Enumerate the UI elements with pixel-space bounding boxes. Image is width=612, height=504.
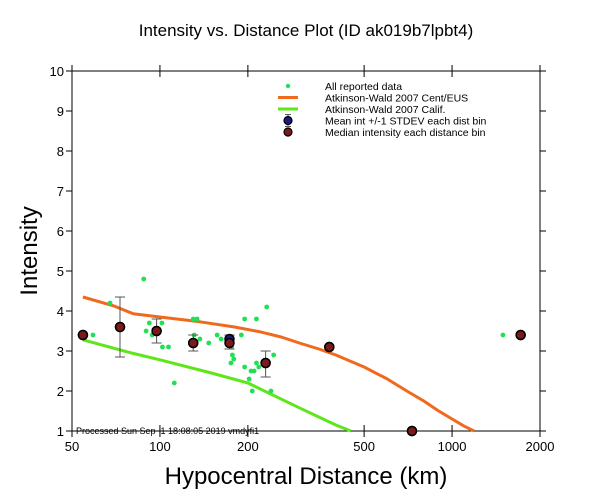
reported-point <box>194 316 200 322</box>
legend-label: Mean int +/-1 STDEV each dist bin <box>325 116 487 128</box>
y-tick-label: 9 <box>57 104 64 119</box>
median-marker <box>515 329 526 341</box>
y-axis-label: Intensity <box>16 206 43 295</box>
median-marker <box>151 325 162 337</box>
y-tick-label: 3 <box>57 344 64 359</box>
median-marker <box>260 357 271 369</box>
y-tick-label: 10 <box>50 64 64 79</box>
reported-point <box>143 328 149 334</box>
reported-point <box>141 276 147 282</box>
reported-point <box>246 376 252 382</box>
reported-point <box>500 332 506 338</box>
processed-annotation: Processed Sun Sep 1 18:08:05 2019 vmdyfi… <box>76 426 259 436</box>
median-marker <box>224 337 235 349</box>
y-axis-ticks: 1 2 3 4 5 6 7 8 9 10 <box>50 64 546 439</box>
reported-point <box>229 352 235 358</box>
reported-point <box>206 340 212 346</box>
y-tick-label: 8 <box>57 144 64 159</box>
x-tick-label: 500 <box>353 439 375 454</box>
x-tick-label: 1000 <box>438 439 467 454</box>
y-tick-label: 7 <box>57 184 64 199</box>
median-marker <box>114 321 126 333</box>
chart-title: Intensity vs. Distance Plot (ID ak019b7l… <box>139 21 474 40</box>
reported-points <box>90 276 506 434</box>
reported-point <box>231 356 237 362</box>
y-tick-label: 4 <box>57 304 64 319</box>
x-tick-label: 50 <box>65 439 79 454</box>
median-marker <box>77 329 89 341</box>
reported-point <box>160 344 165 350</box>
legend-swatch-mean <box>283 115 293 126</box>
legend-label: Atkinson-Wald 2007 Cent/EUS <box>325 93 468 105</box>
reported-point <box>254 360 259 366</box>
reported-point <box>228 360 234 366</box>
reported-point <box>254 316 259 322</box>
reported-point <box>238 332 244 338</box>
x-tick-label: 2000 <box>526 439 555 454</box>
legend-label: Atkinson-Wald 2007 Calif. <box>325 104 445 116</box>
reported-point <box>214 332 220 338</box>
reported-point <box>197 336 203 342</box>
y-tick-label: 1 <box>57 424 64 439</box>
reported-point <box>264 304 270 310</box>
legend-swatch-reported <box>285 83 291 89</box>
legend-swatch-median <box>283 127 293 137</box>
reported-point <box>218 336 224 342</box>
model-curves <box>82 295 475 433</box>
reported-point <box>166 344 171 350</box>
median-marker <box>406 425 418 437</box>
reported-point <box>242 364 248 370</box>
bin-markers <box>77 296 526 437</box>
calif-curve <box>82 338 352 433</box>
plot-border <box>71 70 541 432</box>
median-marker <box>187 337 199 349</box>
y-tick-label: 2 <box>57 384 64 399</box>
cent-eus-curve <box>82 295 475 433</box>
y-tick-label: 6 <box>57 224 64 239</box>
reported-point <box>251 368 257 374</box>
x-tick-label: 100 <box>149 439 171 454</box>
y-tick-label: 5 <box>57 264 64 279</box>
reported-point <box>190 316 196 322</box>
reported-point <box>90 332 96 338</box>
reported-point <box>256 364 262 370</box>
reported-point <box>249 388 255 394</box>
median-marker <box>324 341 335 353</box>
reported-point <box>146 320 152 326</box>
reported-point <box>107 300 113 306</box>
legend-label: Median intensity each distance bin <box>325 127 486 139</box>
x-axis-ticks: 50 100 200 500 1000 2000 <box>65 65 555 454</box>
legend-label: All reported data <box>325 81 402 93</box>
reported-point <box>171 380 177 386</box>
reported-point <box>242 316 248 322</box>
x-tick-label: 200 <box>237 439 259 454</box>
reported-point <box>268 388 274 394</box>
plot-frame <box>71 70 541 432</box>
x-axis-label: Hypocentral Distance (km) <box>165 463 448 490</box>
reported-point <box>159 320 165 326</box>
reported-point <box>271 352 277 358</box>
